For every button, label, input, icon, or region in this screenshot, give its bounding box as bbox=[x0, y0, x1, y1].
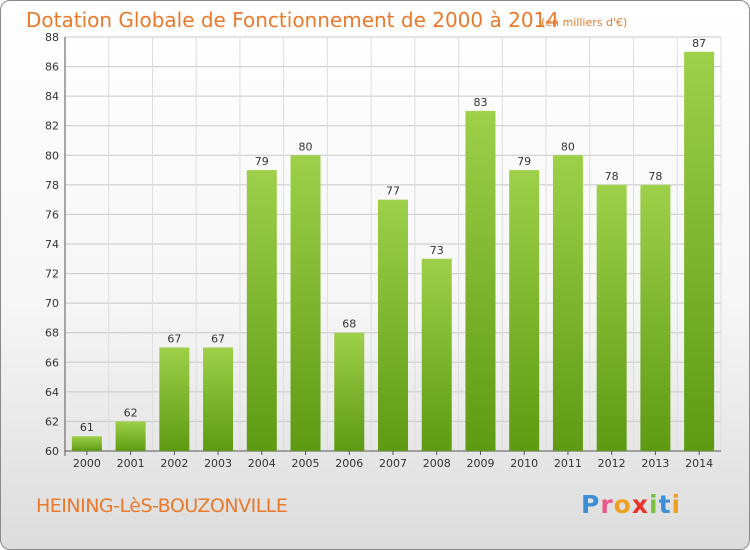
bar bbox=[246, 170, 277, 452]
x-tick-label: 2004 bbox=[248, 457, 276, 470]
y-tick-label: 64 bbox=[45, 386, 59, 399]
logo-letter: t bbox=[658, 490, 672, 519]
y-tick-label: 76 bbox=[45, 208, 59, 221]
x-tick-label: 2003 bbox=[204, 457, 232, 470]
x-tick-label: 2011 bbox=[554, 457, 582, 470]
y-tick-label: 68 bbox=[45, 327, 59, 340]
bar-value-label: 83 bbox=[473, 96, 487, 109]
bars bbox=[71, 51, 715, 452]
y-tick-label: 84 bbox=[45, 90, 59, 103]
bar bbox=[421, 258, 452, 451]
x-tick-label: 2008 bbox=[423, 457, 451, 470]
bar bbox=[378, 199, 408, 451]
bar-value-label: 73 bbox=[430, 244, 444, 257]
bar-value-label: 79 bbox=[517, 155, 531, 168]
bar bbox=[159, 347, 190, 451]
x-tick-label: 2012 bbox=[598, 457, 626, 470]
bar-value-label: 78 bbox=[605, 170, 619, 183]
bar-value-label: 61 bbox=[80, 421, 94, 434]
chart-title: Dotation Globale de Fonctionnement de 20… bbox=[26, 8, 559, 32]
commune-name: HEINING-LèS-BOUZONVILLE bbox=[36, 495, 288, 517]
x-tick-label: 2010 bbox=[510, 457, 538, 470]
bar bbox=[71, 436, 102, 451]
y-tick-label: 62 bbox=[45, 415, 59, 428]
bar-value-label: 80 bbox=[299, 140, 313, 153]
y-tick-label: 78 bbox=[45, 179, 59, 192]
bar bbox=[552, 155, 583, 452]
y-tick-label: 86 bbox=[45, 61, 59, 74]
logo-letter: x bbox=[631, 490, 649, 519]
bar-value-label: 80 bbox=[561, 140, 575, 153]
bar bbox=[596, 184, 627, 451]
bar bbox=[334, 332, 365, 451]
x-tick-label: 2002 bbox=[160, 457, 188, 470]
bar bbox=[465, 110, 496, 451]
labels: 60 62 64 66 68 70 72 74 76 78 80 82 84 86 88 61 2000 62 20… bbox=[45, 31, 713, 470]
x-tick-label: 2001 bbox=[117, 457, 145, 470]
bar bbox=[640, 184, 671, 451]
bar bbox=[684, 51, 715, 452]
y-tick-label: 80 bbox=[45, 149, 59, 162]
y-tick-label: 70 bbox=[45, 297, 59, 310]
logo-letter: i bbox=[649, 490, 659, 519]
x-tick-label: 2000 bbox=[73, 457, 101, 470]
bar bbox=[290, 155, 321, 452]
logo-letter: r bbox=[600, 490, 614, 519]
bar-value-label: 62 bbox=[124, 406, 138, 419]
y-tick-label: 82 bbox=[45, 120, 59, 133]
proxiti-logo: Proxiti bbox=[581, 490, 681, 519]
x-tick-label: 2006 bbox=[335, 457, 363, 470]
y-tick-label: 60 bbox=[45, 445, 59, 458]
y-tick-label: 88 bbox=[45, 31, 59, 44]
bar-value-label: 87 bbox=[692, 37, 706, 50]
chart-subtitle: (en milliers d'€) bbox=[541, 16, 628, 29]
x-tick-label: 2009 bbox=[466, 457, 494, 470]
bar-value-label: 78 bbox=[648, 170, 662, 183]
bar bbox=[203, 347, 234, 451]
y-tick-label: 74 bbox=[45, 238, 59, 251]
x-tick-label: 2005 bbox=[292, 457, 320, 470]
bar-value-label: 67 bbox=[167, 333, 181, 346]
y-tick-label: 66 bbox=[45, 356, 59, 369]
bar-value-label: 77 bbox=[386, 185, 400, 198]
x-tick-label: 2007 bbox=[379, 457, 407, 470]
bar bbox=[509, 170, 540, 452]
x-tick-label: 2013 bbox=[641, 457, 669, 470]
bar-value-label: 79 bbox=[255, 155, 269, 168]
bar bbox=[115, 421, 146, 451]
logo-letter: i bbox=[671, 490, 682, 519]
logo-letter: P bbox=[581, 490, 601, 519]
logo-letter: o bbox=[613, 490, 632, 519]
bar-value-label: 67 bbox=[211, 333, 225, 346]
y-tick-label: 72 bbox=[45, 268, 59, 281]
x-tick-label: 2014 bbox=[685, 457, 713, 470]
bar-value-label: 68 bbox=[342, 318, 356, 331]
